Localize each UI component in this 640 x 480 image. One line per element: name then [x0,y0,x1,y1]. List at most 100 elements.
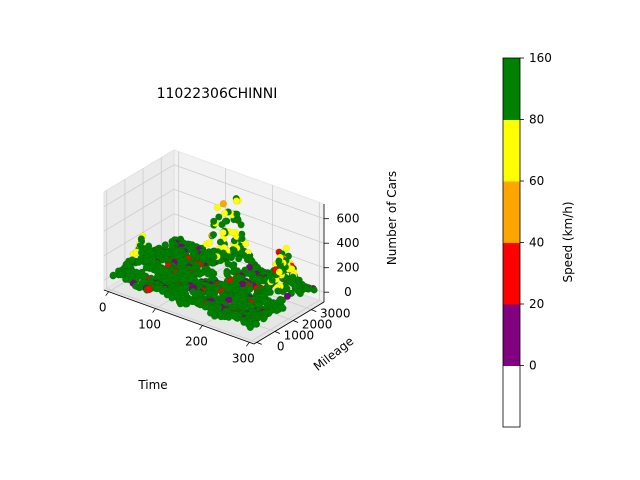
data-point [135,258,143,267]
data-point [158,287,167,295]
x-tick-label: 0 [99,301,107,315]
y-tick-mark [274,331,281,334]
data-point [224,260,232,268]
z-tick-label: 0 [344,285,352,299]
data-point [220,209,229,217]
x-tick-label: 300 [232,351,255,365]
data-point [237,221,245,229]
chart-title: 11022306CHINNI [157,86,278,102]
data-point [235,255,243,263]
x-axis-label: Time [137,378,167,392]
y-axis-line [253,301,325,345]
z-axis-label: Number of Cars [385,171,399,265]
data-point [232,197,241,205]
colorbar-segment [503,304,520,366]
data-point [286,278,294,286]
y-tick-mark [311,309,317,313]
colorbar-segment [503,58,520,120]
colorbar-tick-label: 160 [529,51,552,65]
data-point [219,249,227,257]
data-point [144,285,153,293]
colorbar-segment [503,119,520,182]
data-point [210,217,218,225]
data-point [143,257,152,265]
data-point [137,235,145,243]
gridline [106,287,257,343]
data-point [216,238,225,246]
data-point [210,253,218,261]
data-point [206,239,214,247]
x-tick-mark [245,342,250,347]
y-tick-mark [256,341,262,345]
data-point [242,240,250,248]
z-tick-label: 600 [337,212,360,226]
x-tick-mark [199,325,203,330]
data-point [122,275,130,284]
colorbar: 0 20 40 60 80 160 [502,51,552,428]
data-point [229,228,237,237]
gridline [103,188,175,232]
data-point [217,313,225,321]
data-point [109,271,117,279]
y-tick-label: 0 [277,339,285,353]
x-tick-mark [152,308,156,313]
data-point [268,276,276,284]
data-point [275,257,283,265]
y-tick-label: 2000 [302,318,333,332]
data-point [193,298,201,306]
gridline [173,188,325,244]
data-point [199,254,207,262]
gridline [103,164,175,208]
data-point [142,264,150,272]
data-point [219,200,228,208]
z-tick-label: 400 [337,236,360,250]
colorbar-tick-label: 60 [529,174,544,188]
data-point [163,291,171,299]
colorbar-tick-label: 0 [529,359,537,373]
data-point [283,292,292,300]
data-point [128,256,136,264]
data-point [219,229,227,237]
data-point [275,268,283,276]
data-point [225,296,233,304]
data-point [213,203,222,212]
data-point [131,282,140,290]
data-point [225,313,233,322]
x-axis-line [103,289,255,345]
y-tick-label: 3000 [320,307,351,321]
x-tick-label: 100 [138,318,161,332]
colorbar-label: Speed (km/h) [561,201,575,282]
colorbar-segment [503,181,520,243]
data-point [233,210,241,218]
gridline [249,299,320,343]
colorbar-segment [503,242,520,305]
data-point [215,213,223,221]
colorbar-tick-label: 40 [529,236,544,250]
colorbar-segment [503,365,520,428]
data-point [136,242,144,250]
data-points [109,194,318,332]
data-point [221,217,230,225]
gridline [173,213,325,269]
x-tick-label: 200 [185,334,208,348]
data-point [209,231,218,239]
data-point [137,248,146,257]
y-axis-label: Mileage [311,334,356,374]
data-point [168,294,176,302]
data-point [238,249,246,257]
gridline [173,164,325,220]
data-point [176,300,185,308]
x-tick-mark [105,291,110,296]
data-point [238,230,246,238]
data-point [240,318,248,326]
data-point [232,313,240,322]
colorbar-tick-label: 80 [529,113,544,127]
data-point [211,312,219,320]
colorbar-tick-label: 20 [529,297,544,311]
y-tick-label: 1000 [284,329,315,343]
data-point [274,287,282,295]
data-point [291,282,300,291]
y-tick-mark [292,320,299,323]
